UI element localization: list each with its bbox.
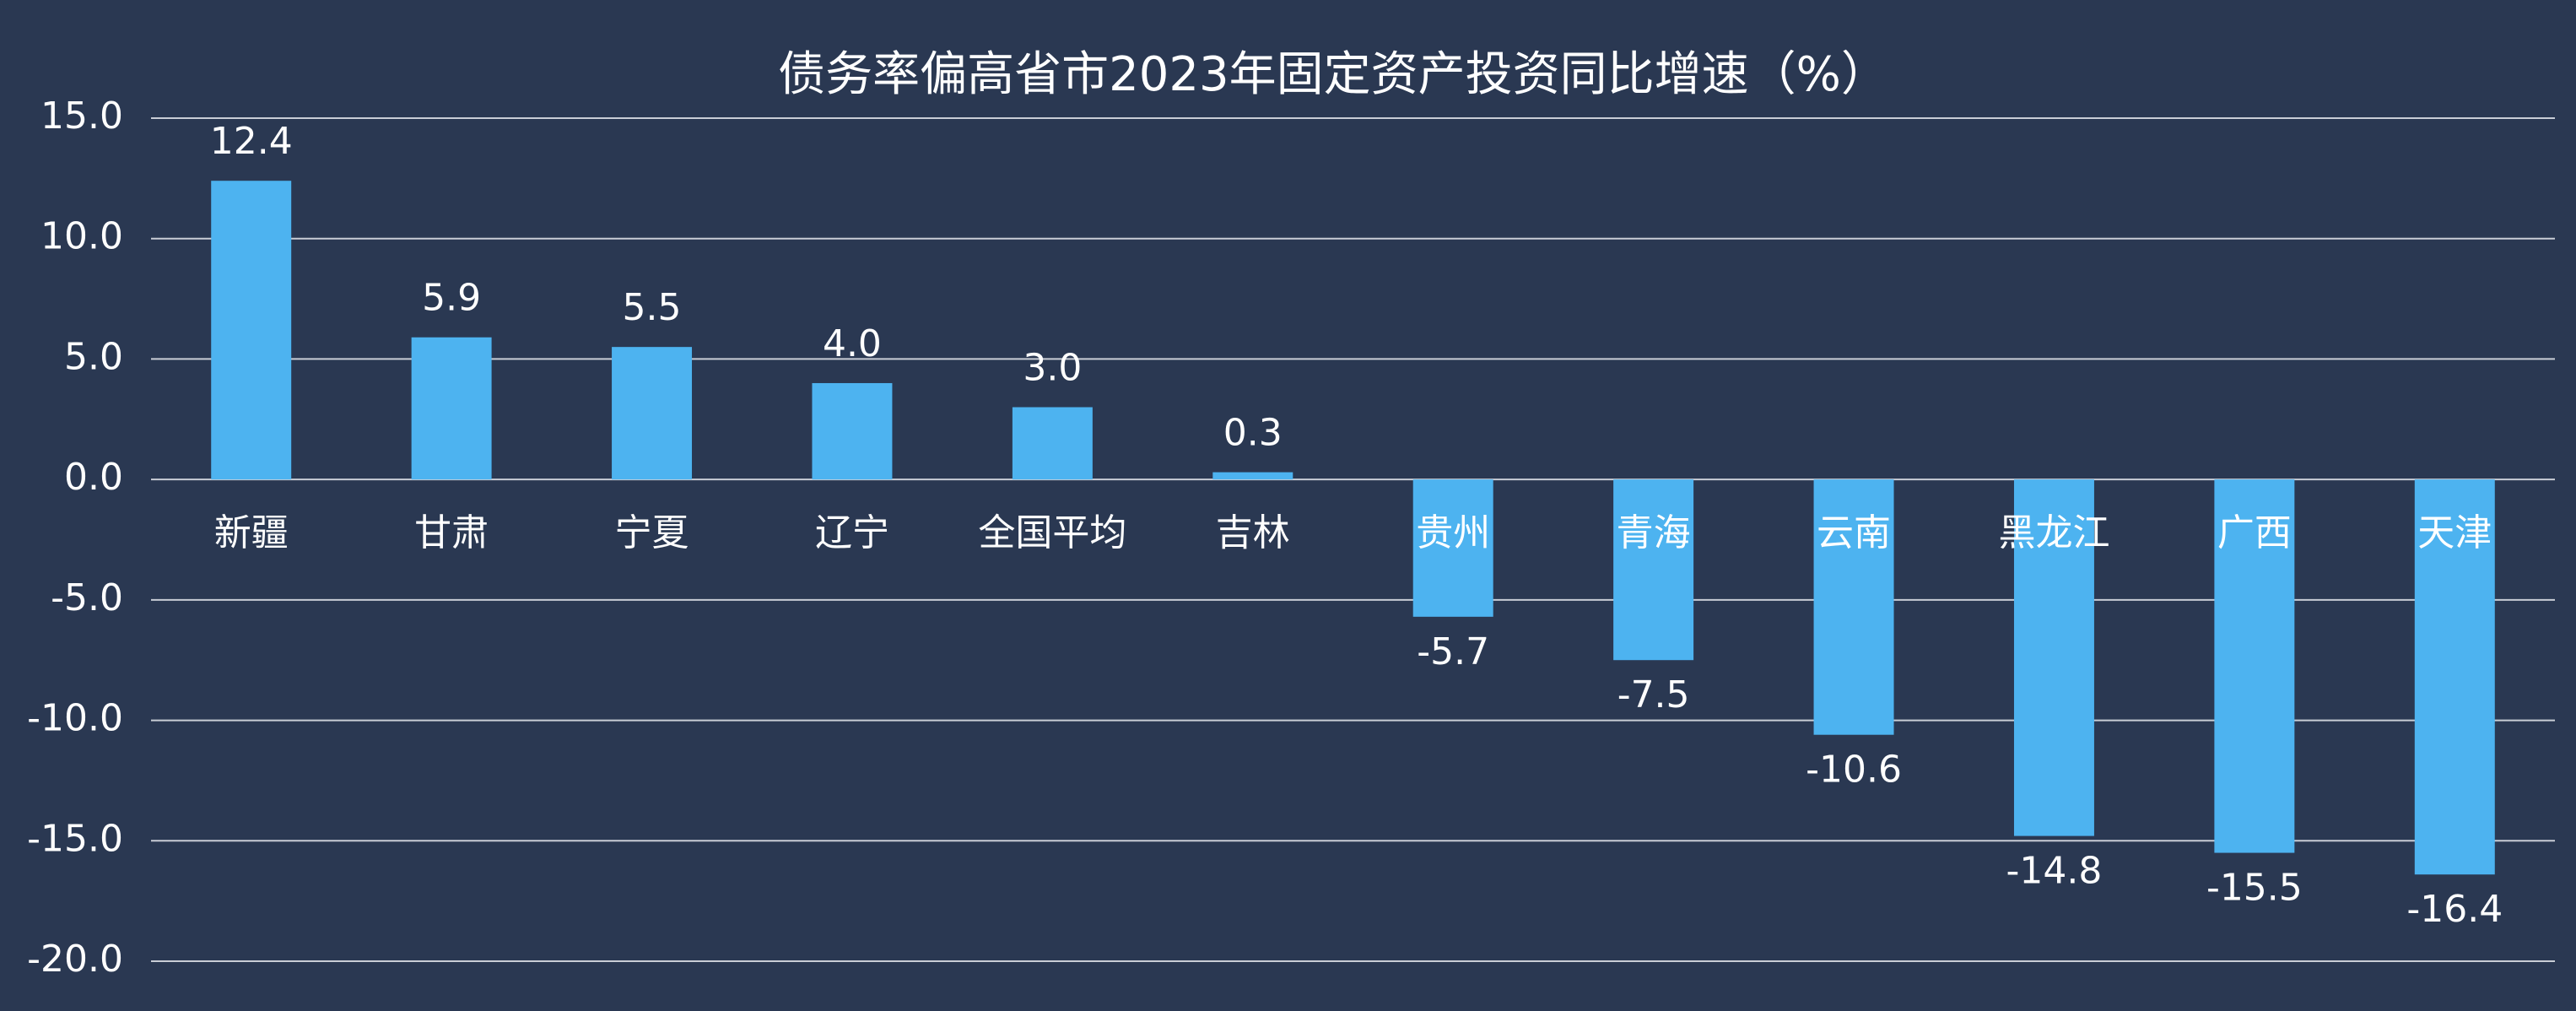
x-tick-label: 青海 <box>1617 511 1691 554</box>
x-tick-label: 全国平均 <box>978 511 1126 554</box>
value-label: 3.0 <box>1023 347 1082 390</box>
y-tick-label: 15.0 <box>41 95 123 138</box>
x-tick-label: 宁夏 <box>615 511 689 554</box>
y-tick-label: -15.0 <box>27 817 123 860</box>
y-tick-label: 5.0 <box>64 335 123 378</box>
y-tick-label: 0.0 <box>64 456 123 499</box>
bar <box>1212 472 1293 480</box>
x-tick-label: 云南 <box>1817 511 1891 554</box>
x-tick-label: 贵州 <box>1416 511 1490 554</box>
x-tick-label: 吉林 <box>1216 511 1290 554</box>
value-label: 5.5 <box>623 286 682 329</box>
y-tick-label: -10.0 <box>27 697 123 740</box>
value-label: -7.5 <box>1617 673 1690 716</box>
value-label: -14.8 <box>2006 850 2103 893</box>
y-tick-label: 10.0 <box>41 215 123 258</box>
bar <box>1613 479 1694 661</box>
value-label: 4.0 <box>823 322 882 365</box>
value-label: -10.6 <box>1806 749 1902 792</box>
value-label: -16.4 <box>2406 888 2503 931</box>
value-label: -5.7 <box>1417 630 1489 673</box>
bar <box>1012 407 1093 480</box>
bar <box>1813 479 1894 735</box>
x-tick-label: 广西 <box>2217 511 2292 554</box>
bar <box>2013 479 2094 836</box>
x-tick-label: 甘肃 <box>414 511 489 554</box>
bar <box>2414 479 2495 875</box>
bar <box>812 382 893 480</box>
y-tick-label: -20.0 <box>27 938 123 981</box>
value-label: 0.3 <box>1223 412 1283 455</box>
x-tick-label: 天津 <box>2417 511 2492 554</box>
value-label: -15.5 <box>2206 867 2303 910</box>
x-tick-label: 辽宁 <box>815 511 889 554</box>
x-tick-label: 新疆 <box>214 511 289 554</box>
bar <box>2214 479 2295 853</box>
chart-title: 债务率偏高省市2023年固定资产投资同比增速（%） <box>778 47 1888 102</box>
value-label: 12.4 <box>210 120 293 163</box>
y-tick-label: -5.0 <box>51 576 123 619</box>
bar <box>612 347 693 480</box>
x-tick-label: 黑龙江 <box>1998 511 2109 554</box>
bar <box>211 181 292 480</box>
bar <box>1412 479 1493 617</box>
value-label: 5.9 <box>422 277 481 320</box>
bar <box>411 337 492 480</box>
